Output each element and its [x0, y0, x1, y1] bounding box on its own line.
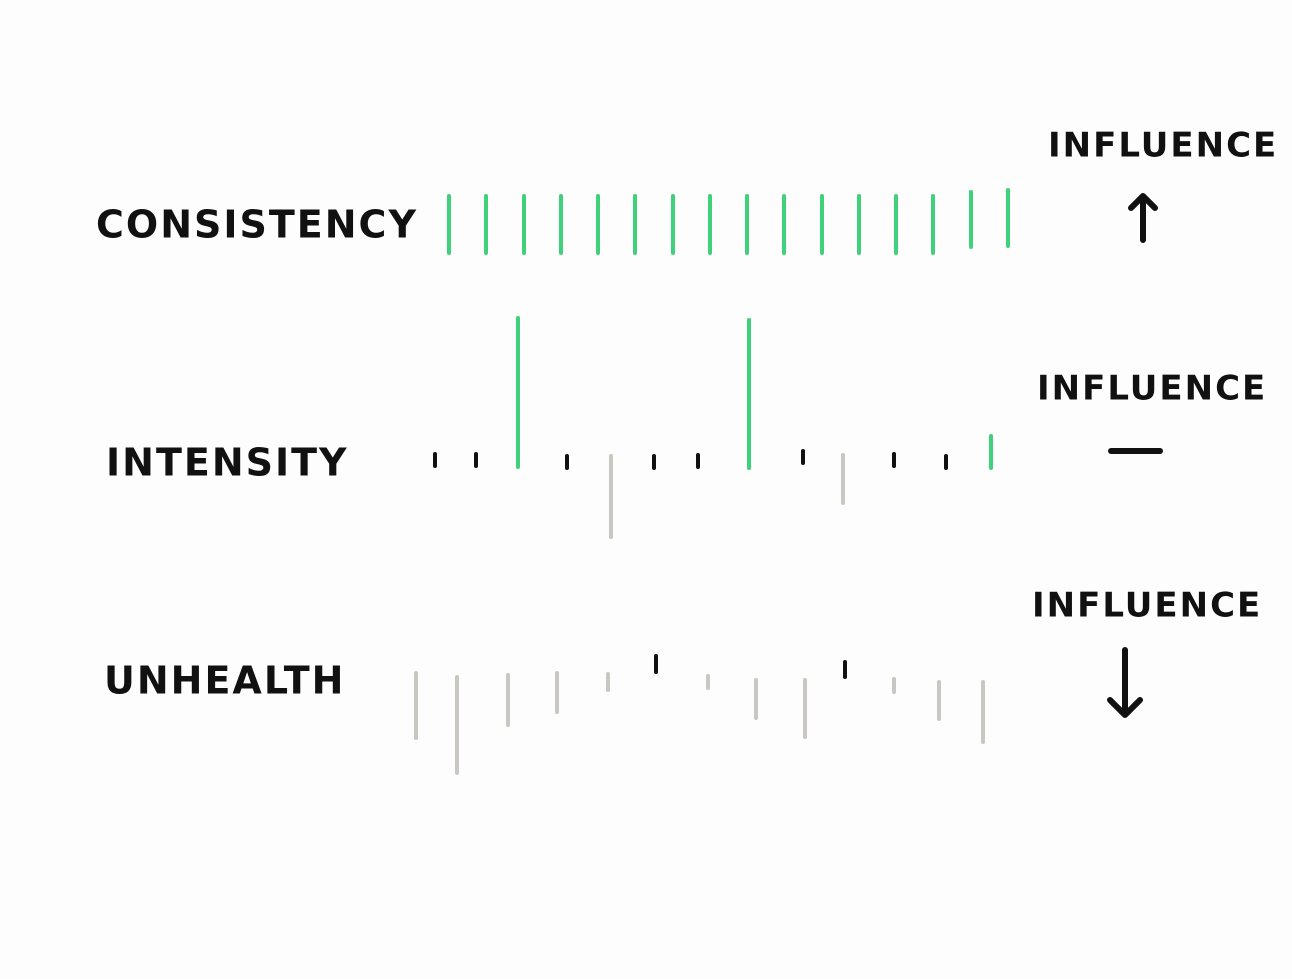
intensity-black	[433, 449, 948, 470]
intensity-green	[516, 316, 993, 470]
influence-label: INFLUENCE	[1048, 126, 1278, 166]
row-label: UNHEALTH	[104, 659, 345, 703]
row-label: CONSISTENCY	[96, 203, 418, 247]
consistency-ticks	[447, 188, 1010, 255]
unhealth-gray	[414, 671, 985, 775]
influence-label: INFLUENCE	[1032, 586, 1262, 626]
intensity-gray	[609, 453, 845, 539]
arrow-down	[1107, 647, 1143, 718]
arrow-up	[1128, 193, 1158, 243]
row-label: INTENSITY	[106, 441, 349, 485]
unhealth-black	[654, 654, 847, 679]
influence-label: INFLUENCE	[1037, 369, 1267, 409]
